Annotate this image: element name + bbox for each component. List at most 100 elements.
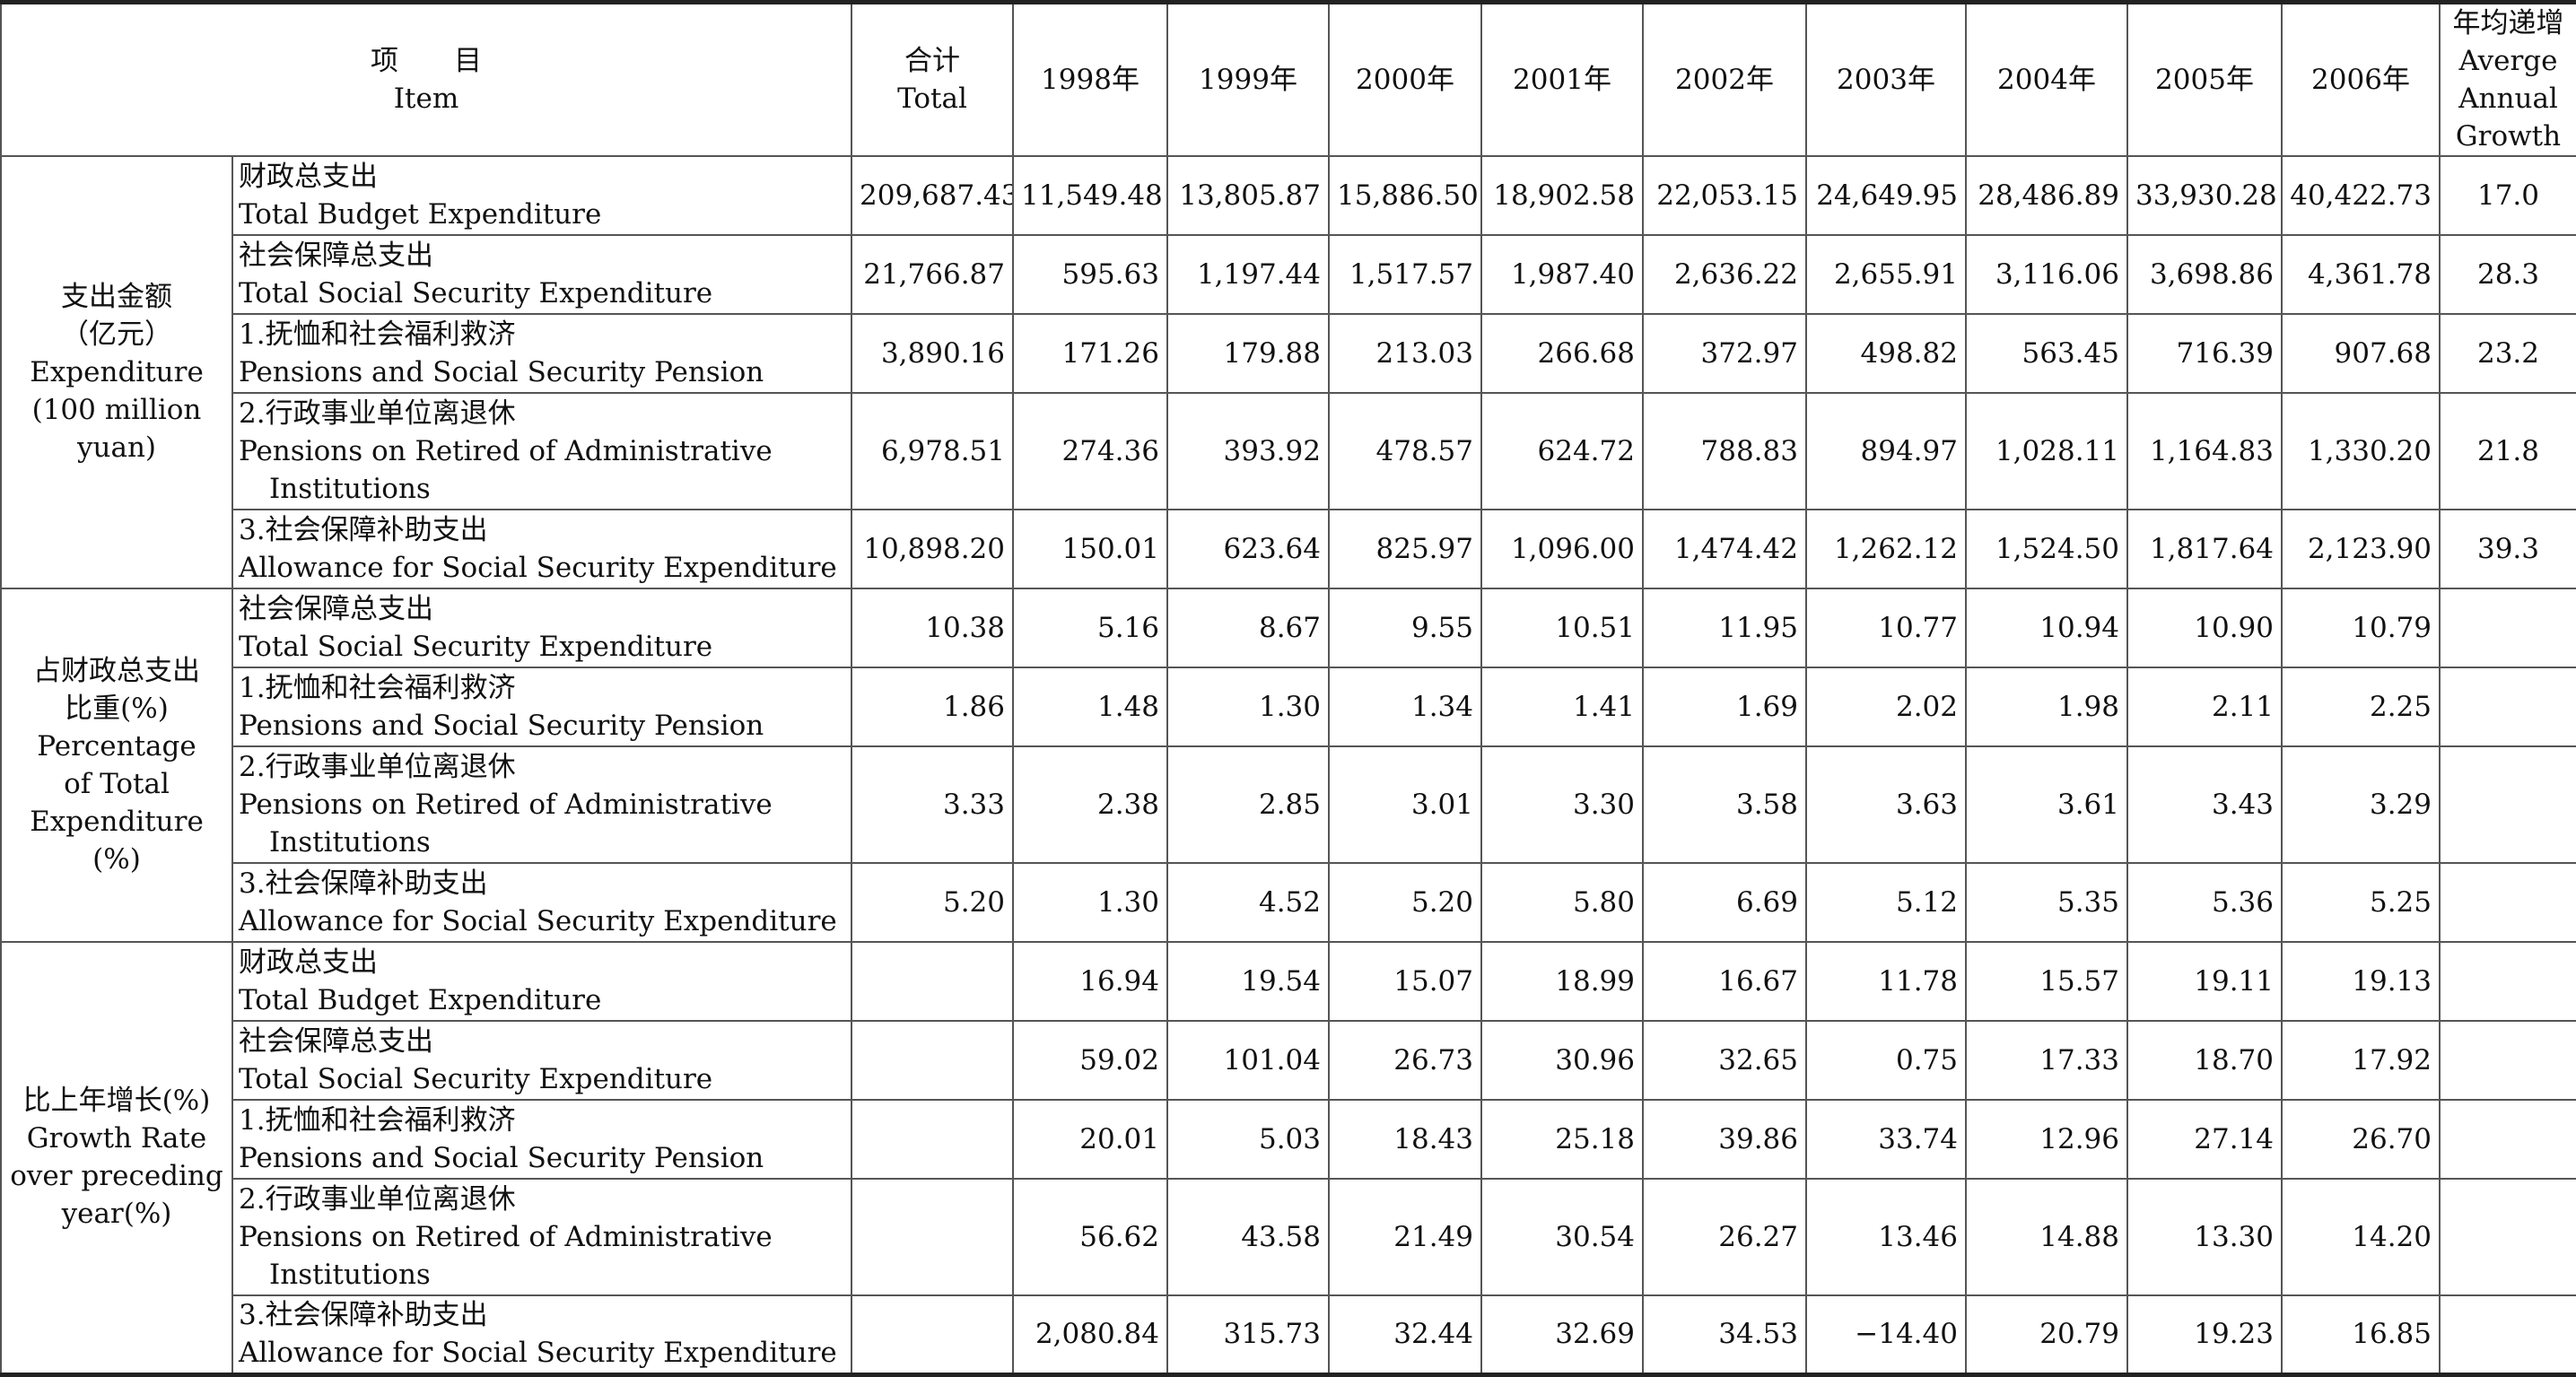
value-cell: 33,930.28 (2126, 155, 2283, 236)
row-label-en: Pensions on Retired of Administrative (239, 789, 773, 821)
value-cell: 17.92 (2281, 1020, 2441, 1101)
value-cell: 1.69 (1642, 667, 1807, 747)
value-cell: 1,262.12 (1805, 509, 1967, 589)
annual-growth-cell (2439, 667, 2576, 747)
row-label-zh: 社会保障总支出 (239, 593, 433, 625)
header-growth-en: Growth (2455, 120, 2562, 153)
row-label-en: Pensions and Social Security Pension (239, 356, 764, 388)
value-cell: 19.13 (2281, 941, 2441, 1022)
value-cell: 716.39 (2126, 313, 2283, 394)
value-cell: 1,197.44 (1166, 234, 1330, 315)
value-cell: 5.80 (1480, 862, 1644, 943)
row-label-en: Total Social Security Expenditure (239, 631, 713, 663)
annual-growth-cell: 17.0 (2439, 155, 2576, 236)
table-body: 支出金额 （亿元） Expenditure (100 million yuan) 财政总… (0, 155, 2576, 1375)
value-cell: 15.07 (1328, 941, 1482, 1022)
value-cell: 1.98 (1965, 667, 2128, 747)
value-cell: 274.36 (1012, 392, 1168, 510)
header-item-en: Item (393, 83, 459, 115)
value-cell: 2,123.90 (2281, 509, 2441, 589)
value-cell: 19.11 (2126, 941, 2283, 1022)
value-cell: 4,361.78 (2281, 234, 2441, 315)
table-row: 3.社会保障补助支出 Allowance for Social Security … (1, 862, 2576, 943)
value-cell: 101.04 (1166, 1020, 1330, 1101)
value-cell: 825.97 (1328, 509, 1482, 589)
header-row: 项 目 Item 合计 Total 1998年 1999年 2000年 2001… (0, 1, 2576, 157)
value-cell: 0.75 (1805, 1020, 1967, 1101)
value-cell: 3.63 (1805, 745, 1967, 864)
total-cell: 209,687.43 (851, 155, 1014, 236)
value-cell: 894.97 (1805, 392, 1967, 510)
group-label-line: over preceding (10, 1160, 223, 1193)
value-cell: 1.41 (1480, 667, 1644, 747)
value-cell: 13.46 (1805, 1178, 1967, 1296)
total-cell: 21,766.87 (851, 234, 1014, 315)
header-growth: 年均递增 Averge Annual Growth (2439, 1, 2576, 157)
value-cell: 19.54 (1166, 941, 1330, 1022)
value-cell: 5.36 (2126, 862, 2283, 943)
value-cell: 17.33 (1965, 1020, 2128, 1101)
group-label-line: Expenditure (30, 356, 204, 388)
group-label-line: year(%) (61, 1198, 172, 1231)
value-cell: 40,422.73 (2281, 155, 2441, 236)
value-cell: 3,698.86 (2126, 234, 2283, 315)
value-cell: 56.62 (1012, 1178, 1168, 1296)
value-cell: 1.34 (1328, 667, 1482, 747)
header-year: 1999年 (1166, 1, 1330, 157)
value-cell: 498.82 (1805, 313, 1967, 394)
value-cell: 3.43 (2126, 745, 2283, 864)
row-label-en: Total Social Security Expenditure (239, 277, 713, 309)
value-cell: 1,330.20 (2281, 392, 2441, 510)
row-label-zh: 3.社会保障补助支出 (239, 1299, 488, 1332)
total-cell (851, 1178, 1014, 1296)
value-cell: 59.02 (1012, 1020, 1168, 1101)
header-year: 2005年 (2126, 1, 2283, 157)
value-cell: 1,517.57 (1328, 234, 1482, 315)
table-row: 1.抚恤和社会福利救济 Pensions and Social Security … (1, 313, 2576, 394)
value-cell: 26.73 (1328, 1020, 1482, 1101)
group-label: 支出金额 （亿元） Expenditure (100 million yuan) (0, 155, 233, 589)
value-cell: 18,902.58 (1480, 155, 1644, 236)
header-growth-en: Averge (2458, 45, 2558, 77)
value-cell: 2.85 (1166, 745, 1330, 864)
value-cell: 1.30 (1166, 667, 1330, 747)
table-row: 1.抚恤和社会福利救济 Pensions and Social Security … (1, 667, 2576, 747)
header-total-en: Total (897, 83, 967, 115)
value-cell: 3.29 (2281, 745, 2441, 864)
row-label: 2.行政事业单位离退休 Pensions on Retired of Admini… (231, 392, 852, 510)
annual-growth-cell (2439, 1294, 2576, 1375)
value-cell: 32.69 (1480, 1294, 1644, 1375)
value-cell: 10.51 (1480, 588, 1644, 668)
row-label: 1.抚恤和社会福利救济 Pensions and Social Security … (231, 313, 852, 394)
row-label: 财政总支出 Total Budget Expenditure (231, 155, 852, 236)
row-label-zh: 社会保障总支出 (239, 1025, 433, 1058)
value-cell: 8.67 (1166, 588, 1330, 668)
value-cell: 3.30 (1480, 745, 1644, 864)
table-row: 1.抚恤和社会福利救济 Pensions and Social Security … (1, 1099, 2576, 1180)
table-row: 2.行政事业单位离退休 Pensions on Retired of Admini… (1, 745, 2576, 864)
group-label-line: 占财政总支出 (33, 655, 200, 687)
row-label-zh: 3.社会保障补助支出 (239, 514, 488, 546)
table-row: 支出金额 （亿元） Expenditure (100 million yuan) 财政总… (0, 155, 2576, 589)
value-cell: 2,080.84 (1012, 1294, 1168, 1375)
total-cell (851, 1099, 1014, 1180)
value-cell: 15.57 (1965, 941, 2128, 1022)
group-label-line: （亿元） (61, 318, 172, 351)
header-total-zh: 合计 (904, 45, 960, 77)
value-cell: 3,116.06 (1965, 234, 2128, 315)
value-cell: 33.74 (1805, 1099, 1967, 1180)
row-label-en: Allowance for Social Security Expenditur… (239, 905, 837, 937)
total-cell (851, 1294, 1014, 1375)
value-cell: 43.58 (1166, 1178, 1330, 1296)
row-label-zh: 1.抚恤和社会福利救济 (239, 672, 516, 704)
header-year: 1998年 (1012, 1, 1168, 157)
value-cell: 18.70 (2126, 1020, 2283, 1101)
value-cell: 16.85 (2281, 1294, 2441, 1375)
annual-growth-cell: 23.2 (2439, 313, 2576, 394)
annual-growth-cell (2439, 1178, 2576, 1296)
header-growth-zh: 年均递增 (2452, 7, 2564, 39)
value-cell: 6.69 (1642, 862, 1807, 943)
value-cell: 624.72 (1480, 392, 1644, 510)
value-cell: 19.23 (2126, 1294, 2283, 1375)
